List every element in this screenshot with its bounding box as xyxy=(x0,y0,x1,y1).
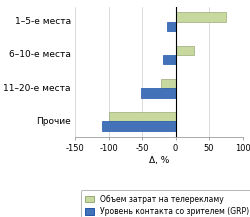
Bar xyxy=(108,112,176,122)
Bar xyxy=(161,79,176,88)
Bar xyxy=(164,55,175,64)
X-axis label: Δ, %: Δ, % xyxy=(148,156,169,165)
Bar xyxy=(102,122,176,131)
Bar xyxy=(176,12,226,22)
Bar xyxy=(141,88,176,98)
Bar xyxy=(167,22,175,31)
Legend: Объем затрат на телерекламу, Уровень контакта со зрителем (GRP): Объем затрат на телерекламу, Уровень кон… xyxy=(81,190,250,217)
Bar xyxy=(176,46,194,55)
